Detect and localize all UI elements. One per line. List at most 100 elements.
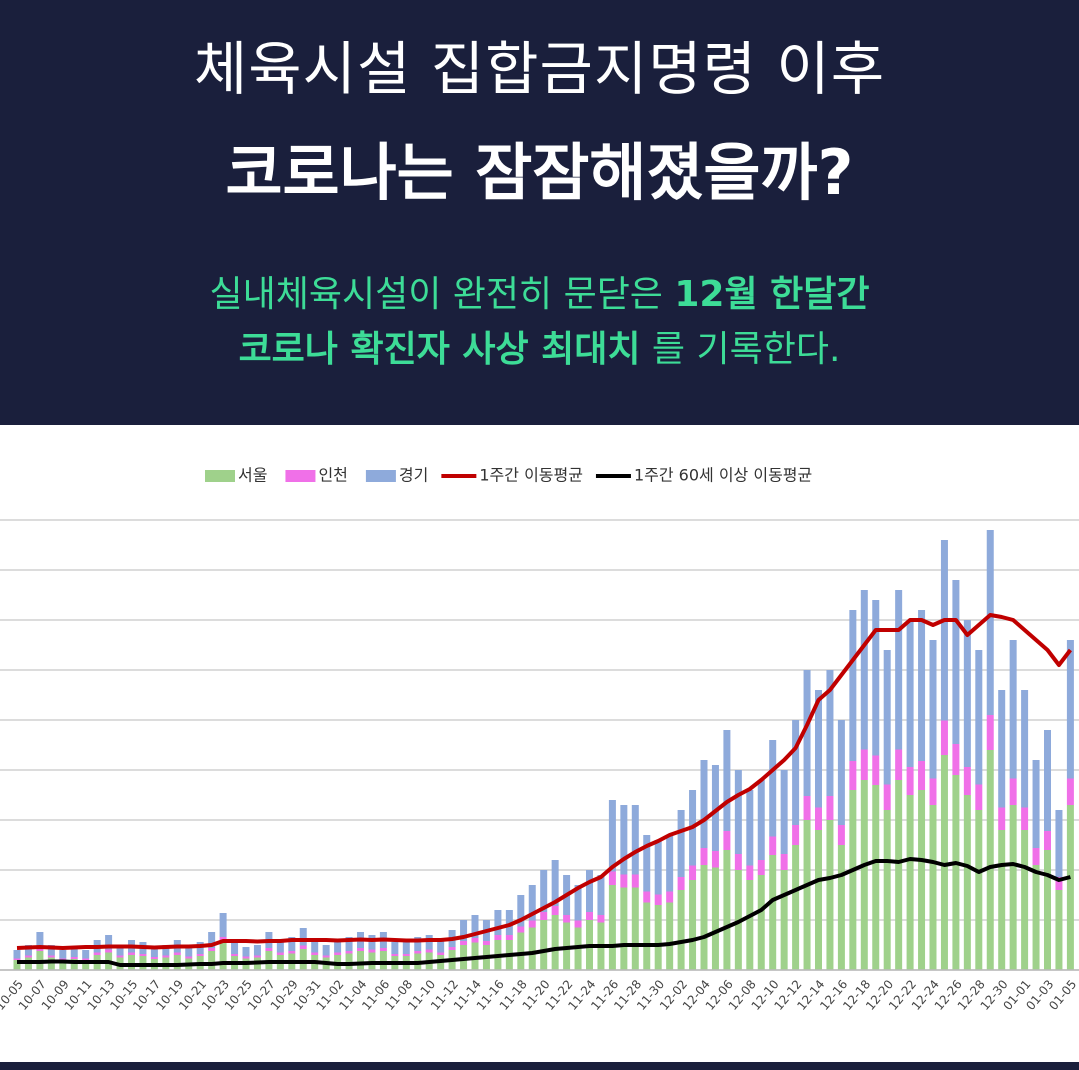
bar-segment — [906, 620, 914, 767]
bar-segment — [322, 955, 330, 958]
bar-segment — [803, 796, 811, 820]
bar-segment — [219, 941, 227, 970]
bar-segment — [1021, 690, 1029, 808]
bar-segment — [1021, 830, 1029, 970]
bar-segment — [826, 820, 834, 970]
bar-segment — [906, 767, 914, 795]
bar-segment — [1044, 730, 1051, 831]
bar-segment — [13, 950, 21, 959]
bar-segment — [517, 895, 525, 927]
bar-segment — [986, 715, 994, 750]
bar-segment — [505, 935, 513, 940]
bar-segment — [116, 945, 124, 956]
bar-segment — [586, 870, 593, 912]
bar-segment — [723, 730, 731, 831]
subtitle-part: 12월 한달간 — [674, 274, 870, 315]
bar-segment — [1055, 877, 1063, 890]
bar-segment — [677, 890, 685, 970]
bar-segment — [173, 952, 181, 955]
bar-segment — [952, 580, 960, 744]
bar-segment — [929, 640, 937, 779]
bar-segment — [826, 670, 834, 796]
bar-segment — [769, 855, 777, 970]
bar-segment — [460, 920, 468, 941]
bar-segment — [162, 955, 170, 958]
bar-segment — [505, 910, 513, 935]
bar-segment — [860, 749, 868, 780]
bottom-strip — [0, 1062, 1079, 1070]
bar-segment — [105, 949, 113, 953]
bar-segment — [357, 948, 364, 951]
bar-segment — [299, 945, 307, 949]
bar-segment — [551, 860, 559, 906]
bar-segment — [952, 775, 960, 970]
bar-segment — [860, 590, 868, 750]
bar-segment — [482, 941, 490, 945]
bar-segment — [59, 950, 67, 959]
legend-label: 1주간 이동평균 — [479, 466, 583, 485]
bar-segment — [425, 949, 433, 953]
bar-segment — [253, 955, 261, 958]
bar-segment — [1044, 831, 1051, 850]
bar-segment — [826, 796, 834, 820]
bar-segment — [769, 740, 777, 837]
bar-segment — [643, 891, 651, 903]
bar-segment — [379, 951, 387, 970]
bar-segment — [918, 610, 926, 761]
bar-segment — [608, 871, 616, 885]
bar-segment — [402, 954, 410, 956]
title-line: 코로나는 잠잠해졌을까? — [225, 136, 854, 209]
bar-segment — [414, 937, 422, 951]
bar-segment — [13, 958, 21, 960]
bar-segment — [528, 885, 536, 921]
bar-segment — [746, 790, 754, 866]
bar-segment — [563, 915, 571, 923]
bar-segment — [700, 848, 708, 865]
bar-segment — [895, 590, 903, 750]
bar-segment — [700, 865, 708, 970]
bar-segment — [963, 767, 971, 795]
bar-segment — [437, 952, 445, 955]
bar-segment — [643, 835, 651, 892]
bar-segment — [36, 948, 44, 951]
bar-segment — [849, 761, 857, 790]
bar-segment — [986, 530, 994, 715]
bar-segment — [494, 935, 502, 940]
bar-segment — [540, 912, 548, 920]
bar-segment — [757, 780, 765, 860]
bar-segment — [883, 650, 891, 785]
header-panel: 체육시설 집합금지명령 이후 코로나는 잠잠해졌을까? 실내체육시설이 완전히 … — [0, 0, 1079, 425]
bar-segment — [379, 948, 387, 951]
bar-segment — [551, 915, 559, 970]
line-series — [16, 613, 1072, 950]
bar-segment — [345, 951, 353, 954]
bar-segment — [689, 865, 697, 880]
subtitle-line: 실내체육시설이 완전히 문닫은 12월 한달간 — [0, 265, 1079, 317]
bar-segment — [36, 932, 44, 948]
bar-segment — [643, 902, 651, 970]
bar-segment — [345, 937, 353, 951]
bar-segment — [185, 956, 193, 959]
bar-segment — [780, 770, 788, 854]
bar-segment — [998, 830, 1006, 970]
bar-segment — [93, 952, 101, 955]
bar-segment — [837, 720, 845, 825]
bar-segment — [574, 885, 582, 921]
bar-segment — [13, 960, 21, 970]
bar-segment — [70, 948, 78, 957]
bar-segment — [918, 790, 926, 970]
bar-segment — [689, 880, 697, 970]
chart: 10-0510-0710-0910-1110-1310-1510-1710-19… — [0, 466, 1079, 1070]
legend-label: 경기 — [399, 466, 428, 485]
bar-segment — [986, 750, 994, 970]
bar-segment — [24, 945, 32, 956]
bar-segment — [528, 920, 536, 928]
bar-segment — [849, 790, 857, 970]
bar-segment — [139, 954, 147, 956]
bar-segment — [940, 540, 948, 721]
bar-segment — [311, 940, 319, 953]
bar-segment — [1055, 890, 1063, 970]
bar-segment — [70, 959, 78, 970]
bar-segment — [334, 952, 342, 955]
